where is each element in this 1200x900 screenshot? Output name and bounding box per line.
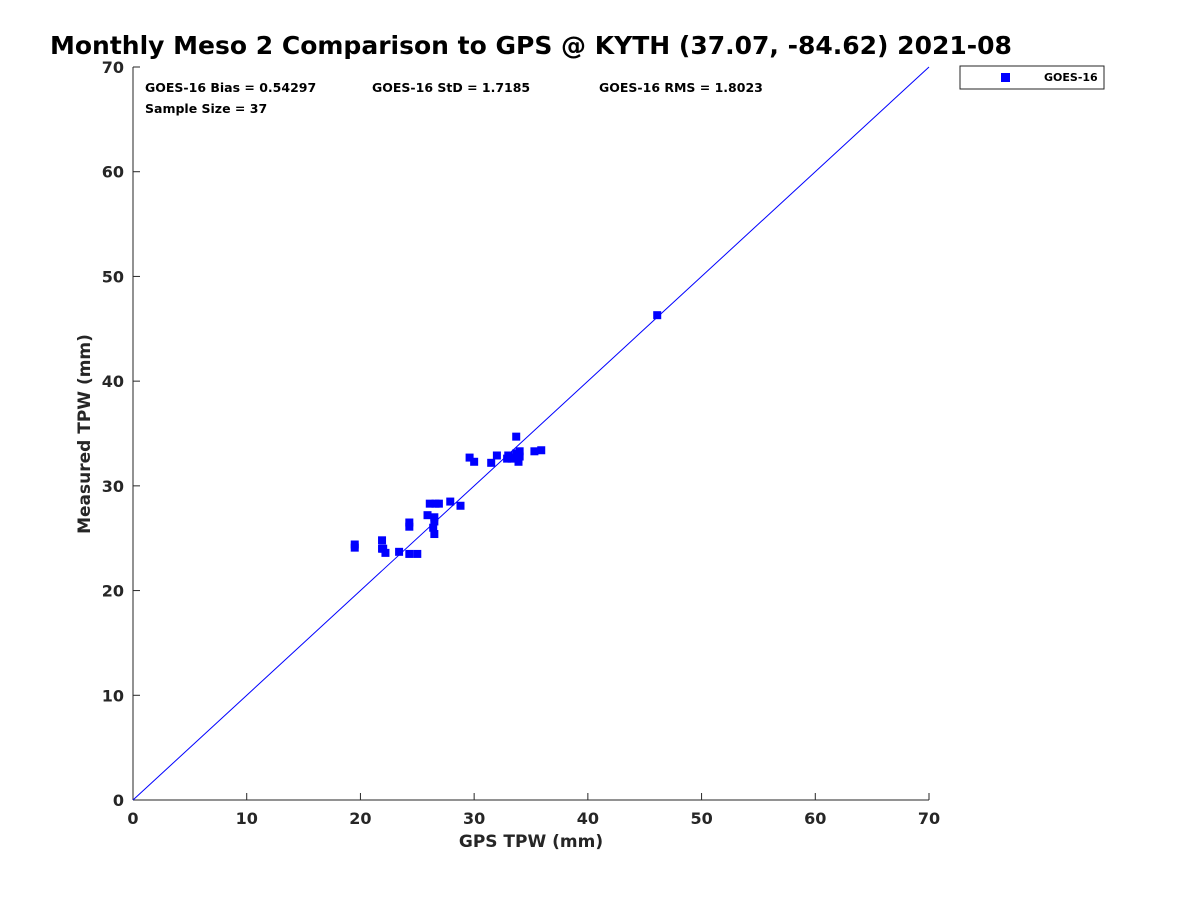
data-point — [425, 499, 434, 508]
data-point — [456, 501, 465, 510]
data-point — [430, 530, 439, 539]
y-tick-label: 50 — [102, 267, 124, 286]
x-ticks: 0 10 20 30 40 50 60 70 — [127, 793, 940, 828]
data-point — [470, 457, 479, 466]
data-point — [530, 447, 539, 456]
data-point — [487, 458, 496, 467]
data-point — [653, 311, 662, 320]
data-point — [515, 447, 524, 456]
data-point — [429, 523, 438, 532]
data-point — [405, 522, 414, 531]
y-tick-label: 20 — [102, 582, 124, 601]
legend: GOES-16 — [959, 65, 1105, 90]
data-point — [378, 536, 387, 545]
data-point — [395, 547, 404, 556]
data-point — [446, 497, 455, 506]
data-point — [512, 432, 521, 441]
x-tick-label: 70 — [918, 809, 940, 828]
reference-line — [132, 66, 930, 801]
x-tick-label: 20 — [349, 809, 371, 828]
data-point — [413, 549, 422, 558]
data-point — [423, 511, 432, 520]
x-tick-label: 0 — [127, 809, 138, 828]
data-point — [430, 517, 439, 526]
data-point — [514, 457, 523, 466]
data-point — [405, 549, 414, 558]
x-axis-label: GPS TPW (mm) — [459, 832, 603, 852]
data-point — [537, 446, 546, 455]
stat-sample-size: Sample Size = 37 — [145, 101, 267, 116]
y-tick-label: 30 — [102, 477, 124, 496]
legend-marker-square — [1001, 73, 1010, 82]
y-tick-label: 70 — [102, 58, 124, 77]
data-point — [509, 453, 518, 462]
y-tick-label: 60 — [102, 163, 124, 182]
y-tick-label: 0 — [113, 791, 124, 810]
stat-std: GOES-16 StD = 1.7185 — [372, 80, 530, 95]
data-point — [465, 453, 474, 462]
x-tick-label: 50 — [690, 809, 712, 828]
data-point — [430, 513, 439, 522]
data-point — [492, 451, 501, 460]
stat-bias: GOES-16 Bias = 0.54297 — [145, 80, 316, 95]
y-tick-label: 10 — [102, 686, 124, 705]
data-point — [515, 452, 524, 461]
x-tick-label: 40 — [577, 809, 599, 828]
chart-title: Monthly Meso 2 Comparison to GPS @ KYTH … — [50, 31, 1012, 60]
data-point — [379, 544, 388, 553]
x-tick-label: 10 — [236, 809, 258, 828]
reference-line-group — [132, 66, 930, 801]
data-point — [381, 548, 390, 557]
y-tick-label: 40 — [102, 372, 124, 391]
legend-box — [959, 65, 1105, 90]
legend-label: GOES-16 — [1044, 71, 1098, 84]
stat-rms: GOES-16 RMS = 1.8023 — [599, 80, 763, 95]
data-point — [405, 518, 414, 527]
x-tick-label: 30 — [463, 809, 485, 828]
x-tick-label: 60 — [804, 809, 826, 828]
data-points — [350, 311, 662, 558]
y-axis-label: Measured TPW (mm) — [75, 334, 95, 534]
data-point — [434, 499, 443, 508]
data-point — [350, 540, 359, 549]
y-ticks: 0 10 20 30 40 50 60 70 — [102, 58, 140, 810]
axes — [132, 67, 929, 801]
